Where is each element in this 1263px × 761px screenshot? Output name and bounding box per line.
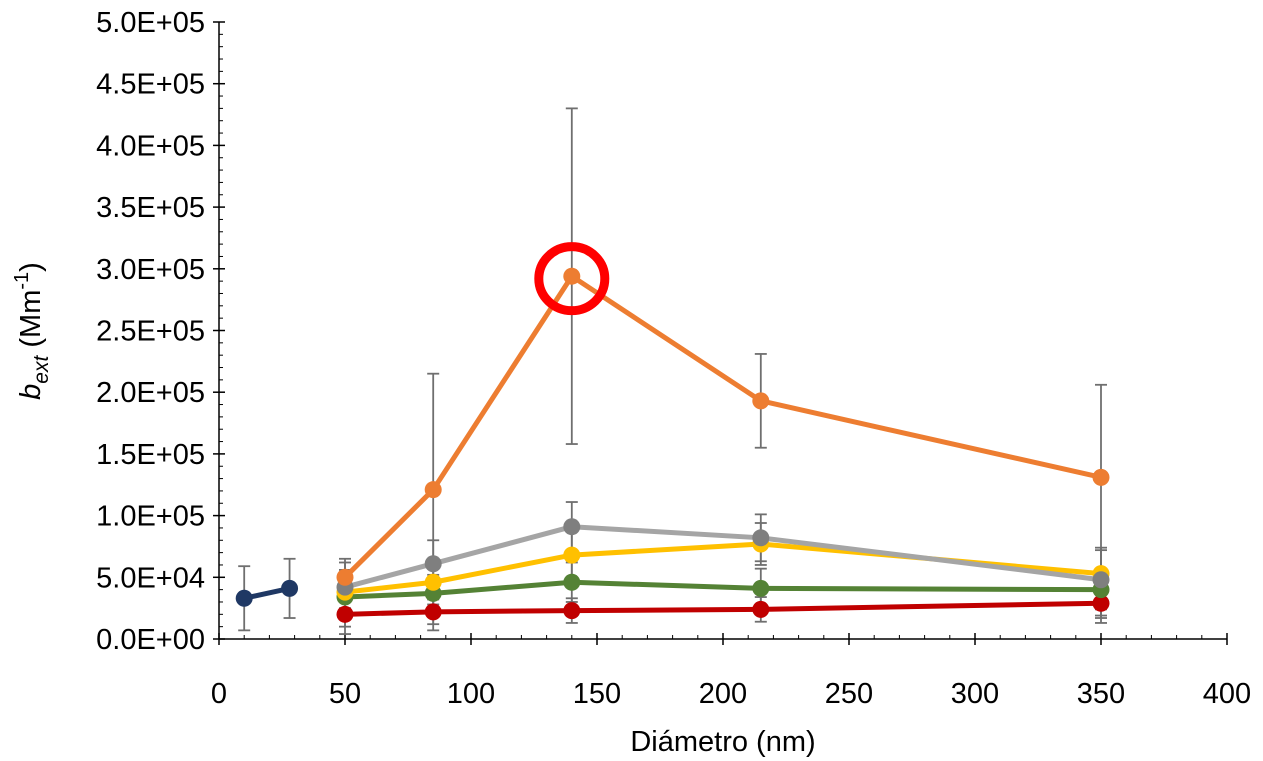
y-tick-label: 1.0E+05 [96,501,205,533]
y-tick-label: 4.0E+05 [96,130,205,162]
series-line [344,579,1102,600]
data-point [424,481,442,499]
y-axis-title-unit-close: ) [15,262,47,272]
data-point [563,518,581,536]
y-tick-label: 4.5E+05 [96,69,205,101]
series-line [344,600,1102,617]
y-axis-title-symbol: b [15,384,47,400]
data-point [336,568,354,586]
data-point [752,579,770,597]
series-group [235,242,1110,623]
y-axis-title-subscript: ext [30,355,53,384]
x-tick-label: 0 [211,678,227,710]
x-tick-label: 50 [329,678,361,710]
y-axis-title-unit-superscript: -1 [11,272,33,290]
y-tick-label: 5.0E+04 [96,562,205,594]
x-tick-label: 200 [699,678,747,710]
svg-text:bext (Mm-1): bext (Mm-1) [11,262,53,400]
y-axis-title-unit: (Mm [15,290,47,356]
data-point [281,579,299,597]
data-point [752,392,770,410]
data-point [1092,468,1110,486]
x-tick-label: 350 [1077,678,1125,710]
data-point [563,267,581,285]
x-tick-label: 250 [825,678,873,710]
x-tick-label: 300 [951,678,999,710]
data-point [752,600,770,618]
data-point [336,605,354,623]
data-point [752,529,770,547]
data-point [235,589,253,607]
data-point [563,573,581,591]
data-point [563,602,581,620]
y-tick-label: 2.0E+05 [96,377,205,409]
data-point [1092,594,1110,612]
highlight-circle [534,242,610,316]
series-line [343,273,1102,580]
y-tick-label: 5.0E+05 [96,7,205,39]
data-point [424,573,442,591]
y-tick-label: 3.5E+05 [96,192,205,224]
y-tick-label: 0.0E+00 [96,624,205,656]
data-point [1092,571,1110,589]
y-tick-label: 3.0E+05 [96,254,205,286]
data-point [424,555,442,573]
data-point [424,603,442,621]
x-tick-label: 150 [573,678,621,710]
x-tick-label: 100 [447,678,495,710]
x-axis-title: Diámetro (nm) [630,726,815,758]
y-axis-title: bext (Mm-1) [11,262,53,400]
axes: 0.0E+00 5.0E+04 1.0E+05 1.5E+05 2.0E+05 2.5E+… [96,7,1251,710]
y-tick-label: 2.5E+05 [96,316,205,348]
x-tick-label: 400 [1203,678,1251,710]
y-tick-label: 1.5E+05 [96,439,205,471]
data-point [563,546,581,564]
